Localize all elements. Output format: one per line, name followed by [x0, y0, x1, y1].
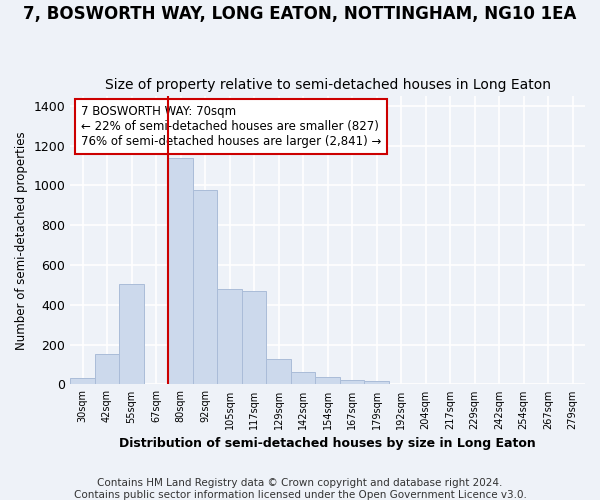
Bar	[242, 291, 266, 384]
Bar	[119, 284, 144, 384]
Bar	[193, 190, 217, 384]
Bar	[364, 382, 389, 384]
Bar	[70, 378, 95, 384]
Bar	[95, 354, 119, 384]
Text: 7, BOSWORTH WAY, LONG EATON, NOTTINGHAM, NG10 1EA: 7, BOSWORTH WAY, LONG EATON, NOTTINGHAM,…	[23, 5, 577, 23]
Bar	[340, 380, 364, 384]
Text: 7 BOSWORTH WAY: 70sqm
← 22% of semi-detached houses are smaller (827)
76% of sem: 7 BOSWORTH WAY: 70sqm ← 22% of semi-deta…	[80, 104, 381, 148]
Y-axis label: Number of semi-detached properties: Number of semi-detached properties	[15, 131, 28, 350]
Text: Contains HM Land Registry data © Crown copyright and database right 2024.
Contai: Contains HM Land Registry data © Crown c…	[74, 478, 526, 500]
Title: Size of property relative to semi-detached houses in Long Eaton: Size of property relative to semi-detach…	[104, 78, 551, 92]
Bar	[316, 378, 340, 384]
Bar	[169, 158, 193, 384]
X-axis label: Distribution of semi-detached houses by size in Long Eaton: Distribution of semi-detached houses by …	[119, 437, 536, 450]
Bar	[217, 289, 242, 384]
Bar	[266, 358, 291, 384]
Bar	[291, 372, 316, 384]
